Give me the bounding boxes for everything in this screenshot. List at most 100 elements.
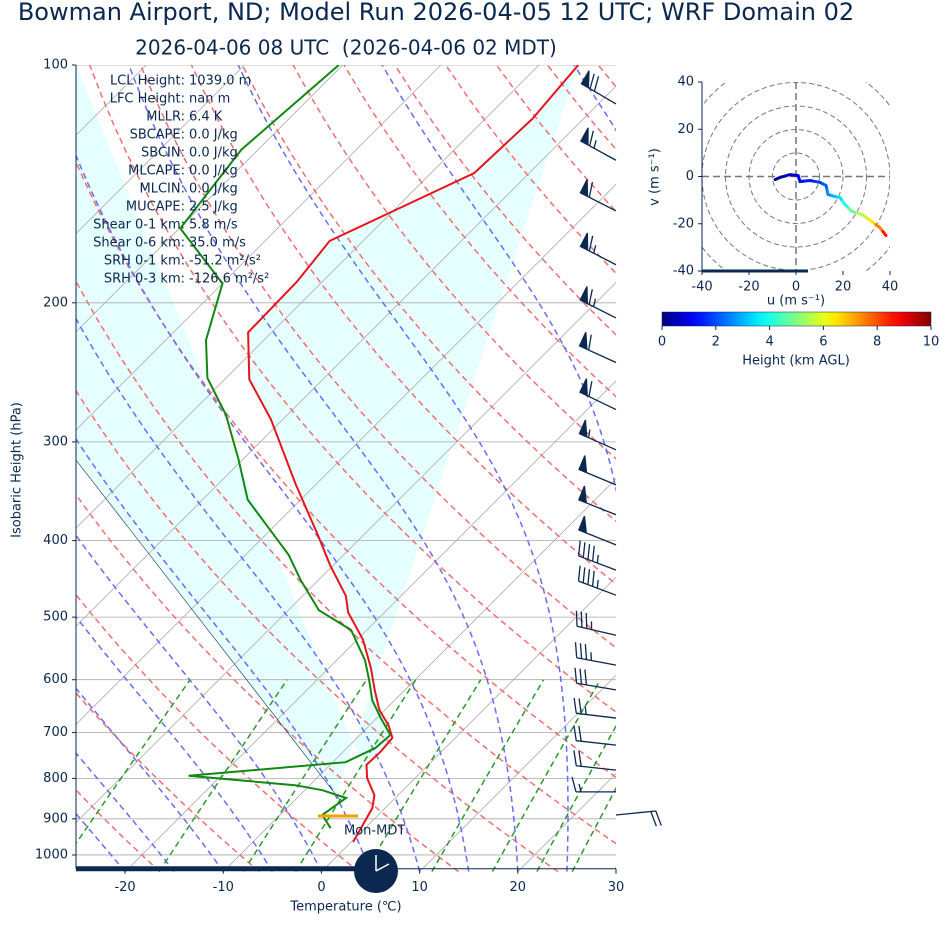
subtitle: 2026-04-06 08 UTC (2026-04-06 02 MDT) <box>135 36 557 60</box>
time-zone-label: Mon-MDT <box>344 824 405 839</box>
y-tick-label: 40 <box>677 75 694 90</box>
x-tick-label: 0 <box>792 280 800 295</box>
wind-barb <box>579 286 617 319</box>
isotherm <box>76 65 540 529</box>
x-tick-label: -20 <box>114 880 135 895</box>
dry-adiabat <box>76 789 161 872</box>
wind-barb <box>571 776 616 793</box>
moist-adiabat <box>128 65 519 872</box>
parcel-path <box>76 459 341 801</box>
hodo-segment <box>874 223 885 234</box>
dry-adiabat <box>76 389 559 872</box>
isotherm <box>615 871 616 872</box>
stat-value: nan m <box>189 92 230 107</box>
mixing-ratio <box>536 724 616 872</box>
hodo-segment <box>841 199 851 210</box>
moist-adiabat <box>76 153 470 872</box>
y-tick-label: 500 <box>43 610 68 625</box>
wind-barb <box>578 419 617 451</box>
y-axis-label: v (m s⁻¹) <box>648 148 663 206</box>
dewpoint-line <box>179 65 392 829</box>
stat-label: MUCAPE: <box>126 200 185 215</box>
stat-value: 1039.0 m <box>189 74 251 89</box>
dry-adiabat <box>751 65 940 872</box>
dry-adiabat <box>292 65 616 460</box>
temperature-line <box>247 65 580 843</box>
hodo-area <box>702 82 890 271</box>
y-tick-label: 800 <box>43 771 68 786</box>
dry-adiabat <box>649 65 940 872</box>
dry-adiabat <box>802 65 940 872</box>
y-tick-label: 700 <box>43 725 68 740</box>
stat-label: SBCIN: <box>141 146 185 161</box>
dry-adiabat <box>76 493 460 872</box>
dry-adiabat <box>76 691 260 872</box>
dry-adiabat <box>139 65 616 649</box>
wind-barb <box>578 515 617 546</box>
stat-label: SRH 0-3 km: <box>104 272 185 287</box>
hodo-segment <box>797 177 807 184</box>
hodo-segment <box>881 230 888 238</box>
dry-adiabat <box>495 65 616 213</box>
stat-value: 5.8 m/s <box>189 218 238 233</box>
dry-adiabat <box>343 65 616 398</box>
stat-value: -51.2 m²/s² <box>189 254 261 269</box>
hodo-segment <box>821 182 829 192</box>
moist-adiabat <box>76 687 224 872</box>
colorbar-tick-label: 8 <box>873 335 881 350</box>
wind-barb <box>579 232 617 266</box>
wind-barb <box>573 697 617 719</box>
y-tick-label: 1000 <box>35 847 68 862</box>
stat-value: 6.4 K <box>189 110 223 125</box>
dry-adiabat <box>546 65 616 151</box>
mixing-ratio <box>627 680 726 872</box>
moist-adiabat <box>76 752 175 872</box>
stat-label: SRH 0-1 km: <box>104 254 185 269</box>
mixing-ratio <box>242 679 368 872</box>
hodo-segment <box>865 216 878 227</box>
isotherm <box>76 65 442 431</box>
stat-label: MLCAPE: <box>128 164 185 179</box>
hodo-segment <box>776 174 787 181</box>
y-tick-label: 400 <box>43 533 68 548</box>
wind-barb <box>577 540 617 571</box>
y-tick-label: 100 <box>43 58 68 73</box>
colorbar-tick-label: 0 <box>658 335 666 350</box>
stat-label: LCL Height: <box>110 74 185 89</box>
y-tick-label: 300 <box>43 434 68 449</box>
x-tick-label: 10 <box>411 880 428 895</box>
title: Bowman Airport, ND; Model Run 2026-04-05… <box>18 0 854 26</box>
wind-barb <box>615 810 662 827</box>
colorbar <box>661 311 932 327</box>
isotherm <box>76 183 616 725</box>
wind-barb <box>580 127 617 161</box>
cin-shading <box>76 65 579 796</box>
wind-barb <box>577 565 617 596</box>
moist-adiabat <box>76 615 274 872</box>
x-tick-label: -20 <box>738 280 759 295</box>
y-tick-label: -40 <box>673 264 694 279</box>
isotherm <box>76 85 616 627</box>
moist-adiabat <box>76 812 126 872</box>
y-tick-label: -20 <box>673 216 694 231</box>
plot-area <box>76 65 940 872</box>
y-tick-label: 600 <box>43 672 68 687</box>
x-tick-label: 30 <box>608 880 625 895</box>
stat-value: 0.0 J/kg <box>189 146 238 161</box>
stat-label: Shear 0-6 km: <box>93 236 185 251</box>
mixing-ratio <box>76 679 191 845</box>
colorbar-label: Height (km AGL) <box>742 354 850 369</box>
x-tick-label: 20 <box>510 880 527 895</box>
stat-label: LFC Height: <box>110 92 185 107</box>
isotherm <box>76 282 616 824</box>
mixing-ratio <box>431 679 545 872</box>
isotherm <box>124 380 616 872</box>
stat-label: Shear 0-1 km: <box>93 218 185 233</box>
wind-barb <box>578 455 617 486</box>
wind-barb <box>580 70 617 105</box>
stat-value: 0.0 J/kg <box>189 182 238 197</box>
dry-adiabat <box>76 593 360 872</box>
dry-adiabat <box>76 279 616 845</box>
y-tick-label: 20 <box>677 122 694 137</box>
isotherm <box>222 478 616 872</box>
